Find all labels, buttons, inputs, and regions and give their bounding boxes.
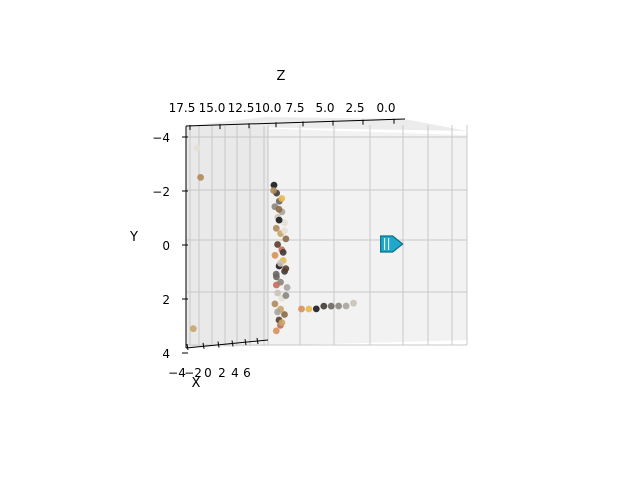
scatter-point [189,325,197,333]
x-tick [217,341,220,348]
marker-shape [380,235,404,253]
x-tick-label: −4 [168,366,186,380]
x-tick-label: 4 [231,366,239,380]
y-tick-label: 2 [162,293,170,307]
scatter-point [273,281,280,289]
scatter-point [270,187,277,194]
x-tick-label: 2 [218,366,226,380]
scatter-point [320,302,328,310]
scatter-point [271,300,279,308]
z-tick-label: 2.5 [345,101,364,115]
scatter-point [270,181,278,189]
z-tick-label: 7.5 [285,101,304,115]
scatter-point [281,227,288,235]
z-axis-label: Z [277,69,286,84]
z-tick-label: 15.0 [199,101,226,115]
data-points [189,144,357,335]
z-tick-label: 17.5 [169,101,196,115]
y-tick-label: 4 [162,347,170,361]
scatter-point [342,302,350,310]
z-tick-label: 0.0 [376,101,395,115]
x-tick-label: 0 [204,366,212,380]
y-tick-label: −4 [152,131,170,145]
scatter-point [282,235,290,243]
x-tick [244,339,247,346]
scatter-point [278,195,286,202]
scatter-point [271,251,279,259]
z-tick-label: 5.0 [315,101,334,115]
scatter-point [272,327,280,335]
x-tick [256,337,259,345]
scatter-point [279,249,287,256]
scatter-point [281,219,288,227]
scatter-point [281,311,288,318]
x-tick-label: 6 [243,366,251,380]
scatter-point [283,284,291,291]
x-axis-label: X [192,376,201,391]
scatter-point [282,292,290,299]
x-tick [186,343,189,351]
scatter-point [327,302,335,310]
axis-ticks [182,118,395,354]
scatter-point [274,308,281,316]
top-pane [186,117,467,131]
z-tick-label: 12.5 [228,101,255,115]
y-axis-label: Y [129,230,138,245]
y-tick-label: −2 [152,185,170,199]
z-tick-label: 10.0 [255,101,282,115]
side-pane [186,117,268,348]
gridlines [186,125,468,346]
x-axis-line [185,339,269,349]
scatter-point [305,305,313,313]
scatter-point [197,174,205,181]
x-tick [231,340,234,347]
scatter-point [275,205,283,213]
scatter-point [193,144,201,152]
x-tick-label: −2 [184,366,202,380]
scatter-point [272,224,280,232]
scatter-point [350,299,357,307]
scatter-point [312,305,320,313]
scatter-point [274,289,282,297]
y-tick-label: 0 [162,239,170,253]
scatter-point [335,302,342,310]
scatter-point [282,265,290,272]
direction-marker [380,235,404,253]
scatter-point [275,216,283,224]
scatter-point [278,319,286,326]
z-axis-line [185,118,406,127]
scatter-point [277,259,284,267]
scatter-point [298,305,305,313]
x-tick [202,342,205,349]
scatter-point [274,241,281,248]
scatter-point [272,270,280,278]
